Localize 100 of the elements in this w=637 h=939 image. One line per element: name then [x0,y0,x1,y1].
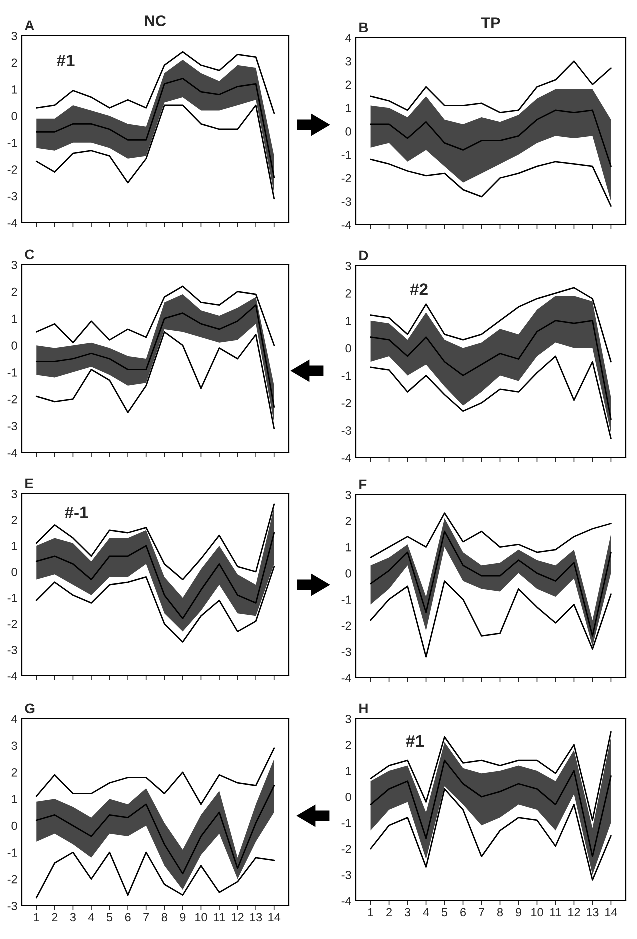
y-tick-label: -3 [342,648,352,656]
x-tick-label: 7 [144,913,150,922]
y-tick-label: 3 [12,32,18,40]
y-tick-label: -2 [8,395,18,404]
y-tick-label: 0 [12,112,18,121]
y-tick-label: 3 [12,742,18,750]
x-tick-label: 14 [268,913,281,922]
chart-title: G [25,704,35,714]
x-tick-label: 14 [606,908,618,916]
y-tick-label: 3 [346,715,352,724]
y-tick-label: -2 [342,174,352,183]
x-tick-label: 11 [214,913,226,922]
x-tick-label: 12 [568,908,580,916]
line-series [36,748,276,806]
y-tick-label: 1 [12,542,18,550]
y-tick-label: 3 [346,262,352,270]
y-tick-label: 2 [346,80,352,90]
line-series [370,512,612,558]
y-tick-label: 2 [346,741,352,750]
y-tick-label: -4 [8,219,18,228]
y-tick-label: 0 [346,793,352,802]
x-tick-label: 3 [70,913,76,922]
y-tick-label: -1 [8,139,18,148]
y-tick-label: -3 [8,902,18,910]
chart-subtitle: TP [481,18,500,28]
y-tick-label: 0 [346,569,352,578]
annotation: #-1 [65,506,88,518]
y-tick-label: 1 [346,317,352,326]
chart-title: A [25,20,34,30]
y-tick-label: -2 [8,875,18,884]
y-tick-label: -1 [342,151,352,160]
y-tick-label: -4 [342,674,352,682]
y-tick-label: -1 [8,368,18,377]
y-tick-label: -2 [8,620,18,628]
y-tick-label: 0 [12,568,18,576]
y-tick-label: 4 [12,715,18,724]
y-tick-label: 1 [12,86,18,94]
chart-title: C [25,250,34,260]
x-tick-label: 9 [516,908,522,917]
chart-title: F [360,480,367,490]
y-tick-label: -1 [342,372,352,380]
annotation: #2 [410,284,428,296]
x-tick-label: 8 [497,908,504,917]
x-tick-label: 2 [52,913,58,922]
x-tick-label: 1 [34,913,40,922]
x-tick-label: 5 [442,908,448,917]
y-tick-label: -3 [8,646,18,654]
x-tick-label: 13 [250,913,262,922]
y-tick-label: 2 [12,288,18,296]
annotation: #1 [56,55,75,66]
x-tick-label: 3 [404,908,411,917]
y-tick-label: -1 [342,596,352,604]
x-tick-label: 6 [460,908,466,917]
chart-title: E [26,478,34,488]
x-tick-label: 1 [368,908,374,916]
x-tick-label: 9 [180,913,186,922]
x-tick-label: 8 [162,913,168,922]
y-tick-label: 0 [12,822,18,830]
x-tick-label: 10 [196,913,208,922]
y-tick-label: -4 [342,454,352,462]
x-tick-label: 13 [587,908,599,917]
line-series [36,51,276,114]
y-tick-label: -3 [8,192,18,201]
line-series [370,60,612,114]
y-tick-label: -2 [342,622,352,630]
chart-title: B [360,22,368,32]
y-tick-label: -3 [8,422,18,431]
chart-subtitle: NC [145,16,166,26]
y-tick-label: -2 [342,845,352,854]
y-tick-label: 1 [12,795,18,804]
y-tick-label: 2 [12,58,18,67]
x-tick-label: 4 [423,908,430,916]
y-tick-label: 1 [346,767,352,776]
y-tick-label: -4 [8,449,18,458]
x-tick-label: 2 [386,908,392,916]
y-tick-label: -2 [342,399,352,408]
y-tick-label: -4 [8,672,18,680]
y-tick-label: 3 [12,261,18,270]
y-tick-label: 1 [346,543,352,552]
y-tick-label: 2 [12,768,18,777]
y-tick-label: -2 [8,166,18,174]
y-tick-label: 0 [346,128,352,136]
y-tick-label: 2 [346,289,352,298]
x-tick-label: 4 [88,913,94,922]
chart-title: H [360,704,368,714]
y-tick-label: 4 [346,34,352,42]
y-tick-label: -1 [8,848,18,857]
x-tick-label: 7 [479,908,484,916]
y-tick-label: -3 [342,198,352,206]
y-tick-label: 0 [12,342,18,350]
y-tick-label: 2 [346,517,352,526]
y-tick-label: -1 [8,594,18,602]
x-tick-label: 6 [125,913,131,922]
y-tick-label: -1 [342,819,352,828]
x-tick-label: 10 [532,908,544,917]
x-tick-label: 11 [550,908,562,916]
y-tick-label: 3 [346,491,352,500]
x-tick-label: 5 [106,913,113,922]
y-tick-label: 1 [12,314,18,323]
y-tick-label: -3 [342,426,352,435]
